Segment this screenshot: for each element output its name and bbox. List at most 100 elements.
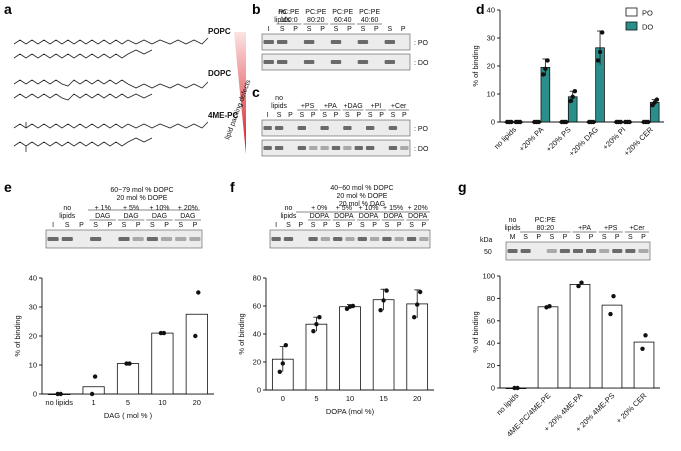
lane-label: P [311, 112, 316, 119]
condition-label: + 5% [123, 205, 139, 212]
data-point [600, 30, 605, 35]
y-tick-label: 20 [29, 332, 37, 341]
data-point [384, 288, 389, 293]
lane-label: P [536, 234, 541, 241]
lane-label: S [345, 112, 350, 119]
condition-label: + 20% [408, 205, 428, 212]
kda-label: kDa [480, 237, 493, 244]
gel-band [118, 237, 130, 241]
lane-label: P [347, 26, 352, 33]
data-point [654, 97, 660, 102]
gel-row-label: : DO [414, 60, 429, 67]
gel-band [330, 40, 342, 44]
data-point [568, 98, 573, 104]
gel-band [276, 60, 288, 64]
lane-label: S [334, 26, 339, 33]
condition-label: lipids [271, 103, 287, 110]
y-axis-label: % of binding [13, 315, 22, 356]
x-tick-label: 15 [379, 394, 387, 403]
data-point [350, 303, 356, 309]
data-point [381, 298, 386, 303]
lane-label: M [510, 234, 516, 241]
panel-label-e: e [4, 179, 12, 195]
gel-band [365, 126, 375, 130]
data-point [193, 333, 198, 339]
gel-band [189, 237, 201, 241]
x-tick-label: 0 [281, 394, 285, 403]
y-axis-label: % of binding [471, 311, 480, 352]
lane-label: S [307, 26, 312, 33]
data-point [597, 49, 603, 55]
x-tick-label: 1 [92, 398, 96, 407]
data-point [591, 119, 596, 125]
condition-label: DOPA [383, 213, 403, 220]
gel-band [274, 146, 284, 150]
data-point [314, 322, 319, 327]
panel-label-b: b [252, 1, 261, 17]
condition-label: DOPA [359, 213, 379, 220]
lane-label: S [322, 112, 327, 119]
condition-label: + 0% [311, 205, 327, 212]
gel-band [320, 237, 331, 241]
gradient-label: lipid packing defects [224, 79, 252, 141]
y-tick-label: 0 [491, 384, 495, 393]
gel-band [271, 237, 281, 241]
condition-label: 80:20 [307, 17, 325, 24]
lane-label: I [268, 26, 270, 33]
condition-label: 80:20 [537, 225, 555, 232]
lane-label: P [79, 222, 84, 229]
gel-band [343, 146, 352, 150]
condition-label: 40:60 [361, 17, 379, 24]
kda-value: 50 [484, 249, 492, 256]
dopc-structure [13, 79, 209, 101]
gel-band [132, 237, 144, 241]
y-tick-label: 40 [487, 339, 495, 348]
y-tick-label: 10 [487, 90, 495, 99]
gel-band [419, 237, 429, 241]
data-point [515, 385, 520, 391]
gel-band [365, 146, 375, 150]
y-tick-label: 40 [29, 274, 37, 283]
bar [633, 341, 655, 389]
condition-label: + 20% [178, 205, 198, 212]
gel-band [357, 40, 369, 44]
condition-label: + 5% [336, 205, 352, 212]
x-tick-label: no lipids [45, 398, 73, 407]
lane-label: S [150, 222, 155, 229]
gel-band [384, 60, 396, 64]
data-point [608, 311, 613, 317]
data-point [579, 280, 584, 285]
data-point [196, 290, 201, 295]
gel-row-label: : PO [414, 126, 429, 133]
data-point [627, 119, 632, 125]
x-tick-label: +20% PI [601, 125, 628, 152]
lane-label: P [563, 234, 568, 241]
bar [339, 306, 361, 391]
x-tick-label: +20% DAG [567, 125, 600, 158]
x-tick-label: no lipids [492, 125, 518, 151]
gel-band [520, 249, 531, 253]
gel-band [175, 237, 187, 241]
condition-label: +PS [604, 225, 618, 232]
gel-band [308, 237, 318, 241]
chart-f: 0 20 40 60 80 % of binding 0 5 10 15 20 DOPA (mol %… [237, 274, 434, 416]
lane-label: P [374, 26, 379, 33]
lane-label: S [361, 26, 366, 33]
condition-label: no [285, 205, 293, 212]
condition-label: +PA [578, 225, 591, 232]
data-point [311, 329, 316, 334]
gel-band [345, 237, 355, 241]
lane-label: S [335, 222, 340, 229]
lane-label: P [615, 234, 620, 241]
gel-band [406, 237, 417, 241]
panel-label-a: a [4, 1, 12, 17]
y-tick-label: 0 [257, 386, 261, 395]
y-tick-label: 80 [253, 274, 261, 283]
data-point [277, 369, 282, 374]
x-tick-label: + 20% CER [614, 391, 649, 426]
gel-band [612, 249, 623, 253]
lane-label: S [602, 234, 607, 241]
gel-band [388, 146, 398, 150]
data-point [378, 308, 383, 313]
data-point [283, 343, 288, 348]
